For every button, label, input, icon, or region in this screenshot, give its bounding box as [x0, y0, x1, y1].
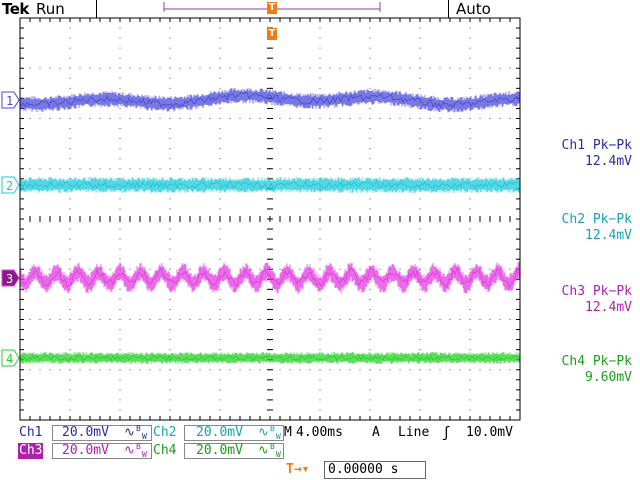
bandwidth-limit-icon: B [270, 424, 275, 433]
measurement-ch4[interactable]: Ch4 Pk−Pk 9.60mV [528, 354, 632, 386]
horizontal-offset-icon: T→▾ [286, 462, 310, 477]
bandwidth-limit-sub: W [276, 432, 281, 441]
measurement-ch2[interactable]: Ch2 Pk−Pk 12.4mV [528, 212, 632, 244]
acquisition-status: Run [36, 0, 65, 18]
trigger-position-icon[interactable]: T [267, 2, 277, 14]
measurement-value: 9.60mV [585, 370, 632, 385]
measurement-ch1[interactable]: Ch1 Pk−Pk 12.4mV [528, 138, 632, 170]
measurement-ch3[interactable]: Ch3 Pk−Pk 12.4mV [528, 284, 632, 316]
coupling-icon: ∿ [258, 425, 269, 440]
channel-marker-label: 1 [6, 94, 13, 108]
channel-marker-label: 3 [6, 272, 13, 286]
trigger-source-label: A [372, 425, 380, 440]
waveform-ch1 [20, 88, 520, 113]
channel2-scale-box[interactable] [184, 425, 284, 441]
waveform-ch3 [20, 262, 520, 294]
waveform-display: 1 2 3 4 [1, 2, 521, 421]
channel3-scale-value: 20.0mV [62, 443, 109, 458]
header-divider [448, 0, 449, 18]
bandwidth-limit-sub: W [142, 450, 147, 459]
bandwidth-limit-sub: W [276, 450, 281, 459]
trigger-level[interactable]: 10.0mV [466, 425, 513, 440]
channel-marker-4[interactable]: 4 [1, 349, 20, 367]
channel-marker-label: 4 [6, 352, 13, 366]
channel-marker-2[interactable]: 2 [1, 176, 20, 194]
channel4-scale-box[interactable] [184, 443, 284, 459]
timebase-value[interactable]: 4.00ms [296, 425, 343, 440]
channel-marker-1[interactable]: 1 [1, 91, 20, 109]
trigger-mode[interactable]: Auto [456, 0, 491, 18]
channel2-scale-label[interactable]: Ch2 [153, 425, 177, 440]
trigger-point-icon: T [267, 28, 277, 40]
trigger-slope-icon[interactable]: ʃ [442, 425, 451, 441]
waveform-ch2 [20, 177, 520, 193]
measurement-label: Ch1 Pk−Pk [561, 138, 632, 153]
channel3-scale-box[interactable] [52, 443, 152, 459]
channel2-scale-value: 20.0mV [196, 425, 243, 440]
measurement-label: Ch3 Pk−Pk [561, 284, 632, 299]
measurement-value: 12.4mV [585, 228, 632, 243]
bandwidth-limit-icon: B [136, 442, 141, 451]
brand-logo: Tek [2, 0, 29, 18]
coupling-icon: ∿ [258, 443, 269, 458]
measurement-value: 12.4mV [585, 154, 632, 169]
header-divider [96, 0, 97, 18]
horizontal-offset-value[interactable]: 0.00000 s [324, 461, 426, 479]
channel-marker-3[interactable]: 3 [1, 269, 20, 287]
channel4-scale-value: 20.0mV [196, 443, 243, 458]
bandwidth-limit-icon: B [136, 424, 141, 433]
timebase-label: M [284, 425, 292, 440]
measurement-label: Ch2 Pk−Pk [561, 212, 632, 227]
coupling-icon: ∿ [124, 443, 135, 458]
measurement-value: 12.4mV [585, 300, 632, 315]
waveform-ch4 [20, 352, 520, 364]
channel-marker-label: 2 [6, 179, 13, 193]
bandwidth-limit-icon: B [270, 442, 275, 451]
trigger-source[interactable]: Line [398, 425, 430, 440]
channel3-scale-label[interactable]: Ch3 [18, 443, 44, 459]
coupling-icon: ∿ [124, 425, 135, 440]
channel1-scale-value: 20.0mV [62, 425, 109, 440]
bandwidth-limit-sub: W [142, 432, 147, 441]
channel1-scale-label[interactable]: Ch1 [19, 425, 43, 440]
channel1-scale-box[interactable] [52, 425, 152, 441]
channel4-scale-label[interactable]: Ch4 [153, 443, 177, 458]
measurement-label: Ch4 Pk−Pk [561, 354, 632, 369]
